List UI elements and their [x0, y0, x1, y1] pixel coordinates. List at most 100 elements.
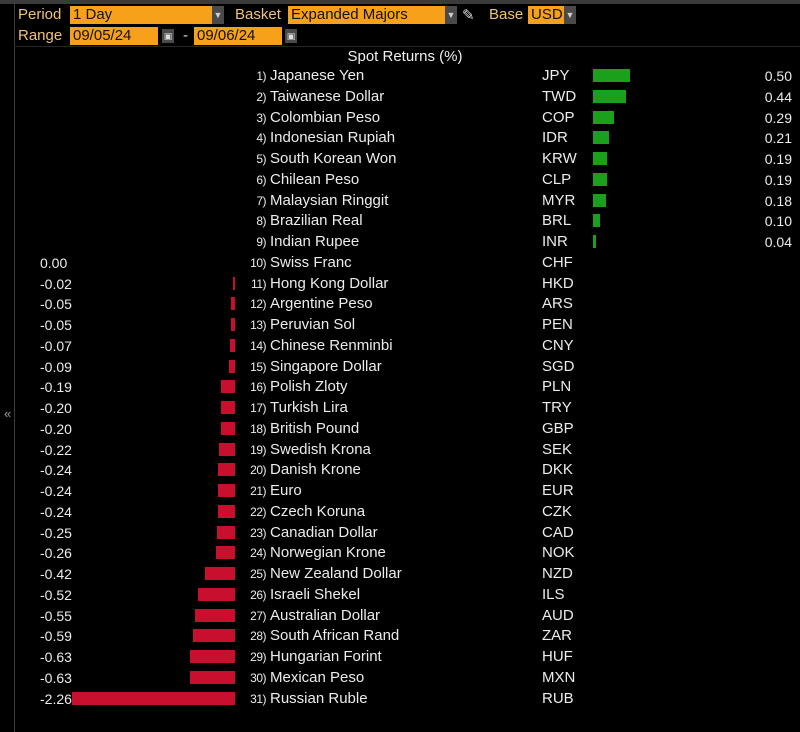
currency-name: Taiwanese Dollar	[270, 87, 385, 105]
value-label: -0.02	[40, 275, 72, 292]
range-start-input[interactable]: 09/05/24	[70, 27, 158, 45]
currency-name: Chinese Renminbi	[270, 336, 393, 354]
negative-bar	[233, 276, 235, 290]
currency-code: AUD	[542, 606, 574, 624]
rank-label: 17)	[250, 401, 266, 415]
currency-name: Chilean Peso	[270, 170, 360, 188]
currency-code: KRW	[542, 150, 577, 167]
positive-bar	[593, 69, 630, 82]
collapse-panel-icon[interactable]: «	[4, 406, 12, 421]
currency-name: Israeli Shekel	[270, 585, 361, 603]
currency-code: CHF	[542, 253, 573, 271]
currency-code: SEK	[542, 440, 573, 458]
currency-code: CLP	[542, 170, 572, 188]
value-label: -0.20	[40, 400, 72, 416]
currency-code: TRY	[542, 399, 572, 416]
rank-label: 22)	[250, 504, 266, 519]
value-label: -0.24	[40, 462, 72, 479]
currency-name: Hungarian Forint	[270, 648, 382, 665]
value-label: -0.42	[40, 566, 72, 582]
currency-code: MYR	[542, 191, 576, 209]
rank-label: 20)	[250, 463, 266, 478]
negative-bar	[195, 608, 235, 622]
period-select[interactable]: 1 Day	[70, 6, 212, 24]
currency-code: TWD	[542, 87, 577, 105]
currency-name: Euro	[270, 482, 302, 499]
positive-bar	[593, 214, 601, 228]
currency-code: COP	[542, 108, 575, 126]
positive-bar	[593, 89, 626, 103]
value-label: 0.04	[764, 234, 792, 250]
currency-name: South Korean Won	[270, 150, 397, 167]
currency-name: Swedish Krona	[270, 440, 371, 458]
period-dropdown-icon[interactable]: ▼	[212, 6, 224, 24]
title-strip	[0, 0, 800, 4]
calendar-icon[interactable]: ▣	[285, 29, 297, 43]
currency-code: NZD	[542, 565, 573, 582]
currency-name: Russian Ruble	[270, 689, 368, 707]
negative-bar	[217, 525, 235, 539]
rank-label: 31)	[250, 691, 266, 706]
value-label: -0.26	[40, 545, 72, 562]
currency-name: Indonesian Rupiah	[270, 129, 396, 147]
basket-label: Basket	[235, 6, 281, 23]
currency-name: Brazilian Real	[270, 212, 363, 230]
value-label: 0.19	[764, 151, 792, 167]
basket-dropdown-icon[interactable]: ▼	[445, 6, 457, 24]
negative-bar	[229, 338, 235, 352]
currency-name: Argentine Peso	[270, 295, 373, 313]
value-label: -2.26	[40, 690, 72, 707]
rank-label: 30)	[250, 670, 266, 685]
edit-pencil-icon[interactable]: ✎	[462, 7, 475, 24]
currency-code: CZK	[542, 502, 572, 520]
rank-label: 14)	[250, 338, 266, 353]
positive-bar	[593, 131, 609, 145]
currency-name: South African Rand	[270, 627, 400, 645]
value-label: -0.07	[40, 337, 72, 354]
negative-bar	[221, 380, 235, 394]
negative-bar	[189, 650, 235, 663]
currency-code: PEN	[542, 316, 573, 333]
currency-code: CNY	[542, 336, 574, 354]
currency-name: Turkish Lira	[270, 399, 348, 416]
positive-bar	[593, 110, 615, 124]
base-currency-select[interactable]: USD	[528, 6, 564, 24]
negative-bar	[197, 587, 235, 601]
currency-name: Hong Kong Dollar	[270, 274, 389, 292]
value-label: 0.10	[764, 213, 792, 230]
rank-label: 15)	[250, 359, 266, 374]
currency-code: JPY	[542, 67, 570, 84]
value-label: -0.63	[40, 669, 72, 686]
rank-label: 3)	[256, 110, 266, 125]
currency-code: NOK	[542, 544, 575, 562]
currency-name: Colombian Peso	[270, 108, 381, 126]
rank-label: 25)	[250, 567, 266, 581]
currency-name: British Pound	[270, 419, 360, 437]
base-dropdown-icon[interactable]: ▼	[564, 6, 576, 24]
range-separator: -	[183, 27, 188, 44]
currency-name: Polish Zloty	[270, 378, 348, 396]
range-end-input[interactable]: 09/06/24	[194, 27, 282, 45]
currency-code: MXN	[542, 668, 576, 686]
negative-bar	[219, 442, 235, 456]
value-label: 0.00	[40, 254, 68, 271]
basket-select[interactable]: Expanded Majors	[288, 6, 445, 24]
currency-code: INR	[542, 233, 568, 250]
value-label: -0.22	[40, 441, 72, 458]
value-label: -0.05	[40, 296, 72, 313]
value-label: -0.59	[40, 628, 72, 645]
rank-label: 19)	[250, 442, 266, 457]
value-label: -0.25	[40, 524, 72, 541]
currency-code: EUR	[542, 482, 574, 499]
rank-label: 28)	[250, 629, 266, 644]
value-label: -0.52	[40, 586, 72, 603]
calendar-icon[interactable]: ▣	[162, 29, 174, 43]
currency-code: ZAR	[542, 627, 572, 645]
currency-name: Japanese Yen	[270, 67, 365, 84]
range-label: Range	[18, 27, 63, 44]
currency-name: Malaysian Ringgit	[270, 191, 389, 209]
currency-name: Peruvian Sol	[270, 316, 356, 333]
value-label: -0.19	[40, 379, 72, 396]
value-label: -0.05	[40, 317, 72, 333]
currency-code: GBP	[542, 419, 574, 437]
